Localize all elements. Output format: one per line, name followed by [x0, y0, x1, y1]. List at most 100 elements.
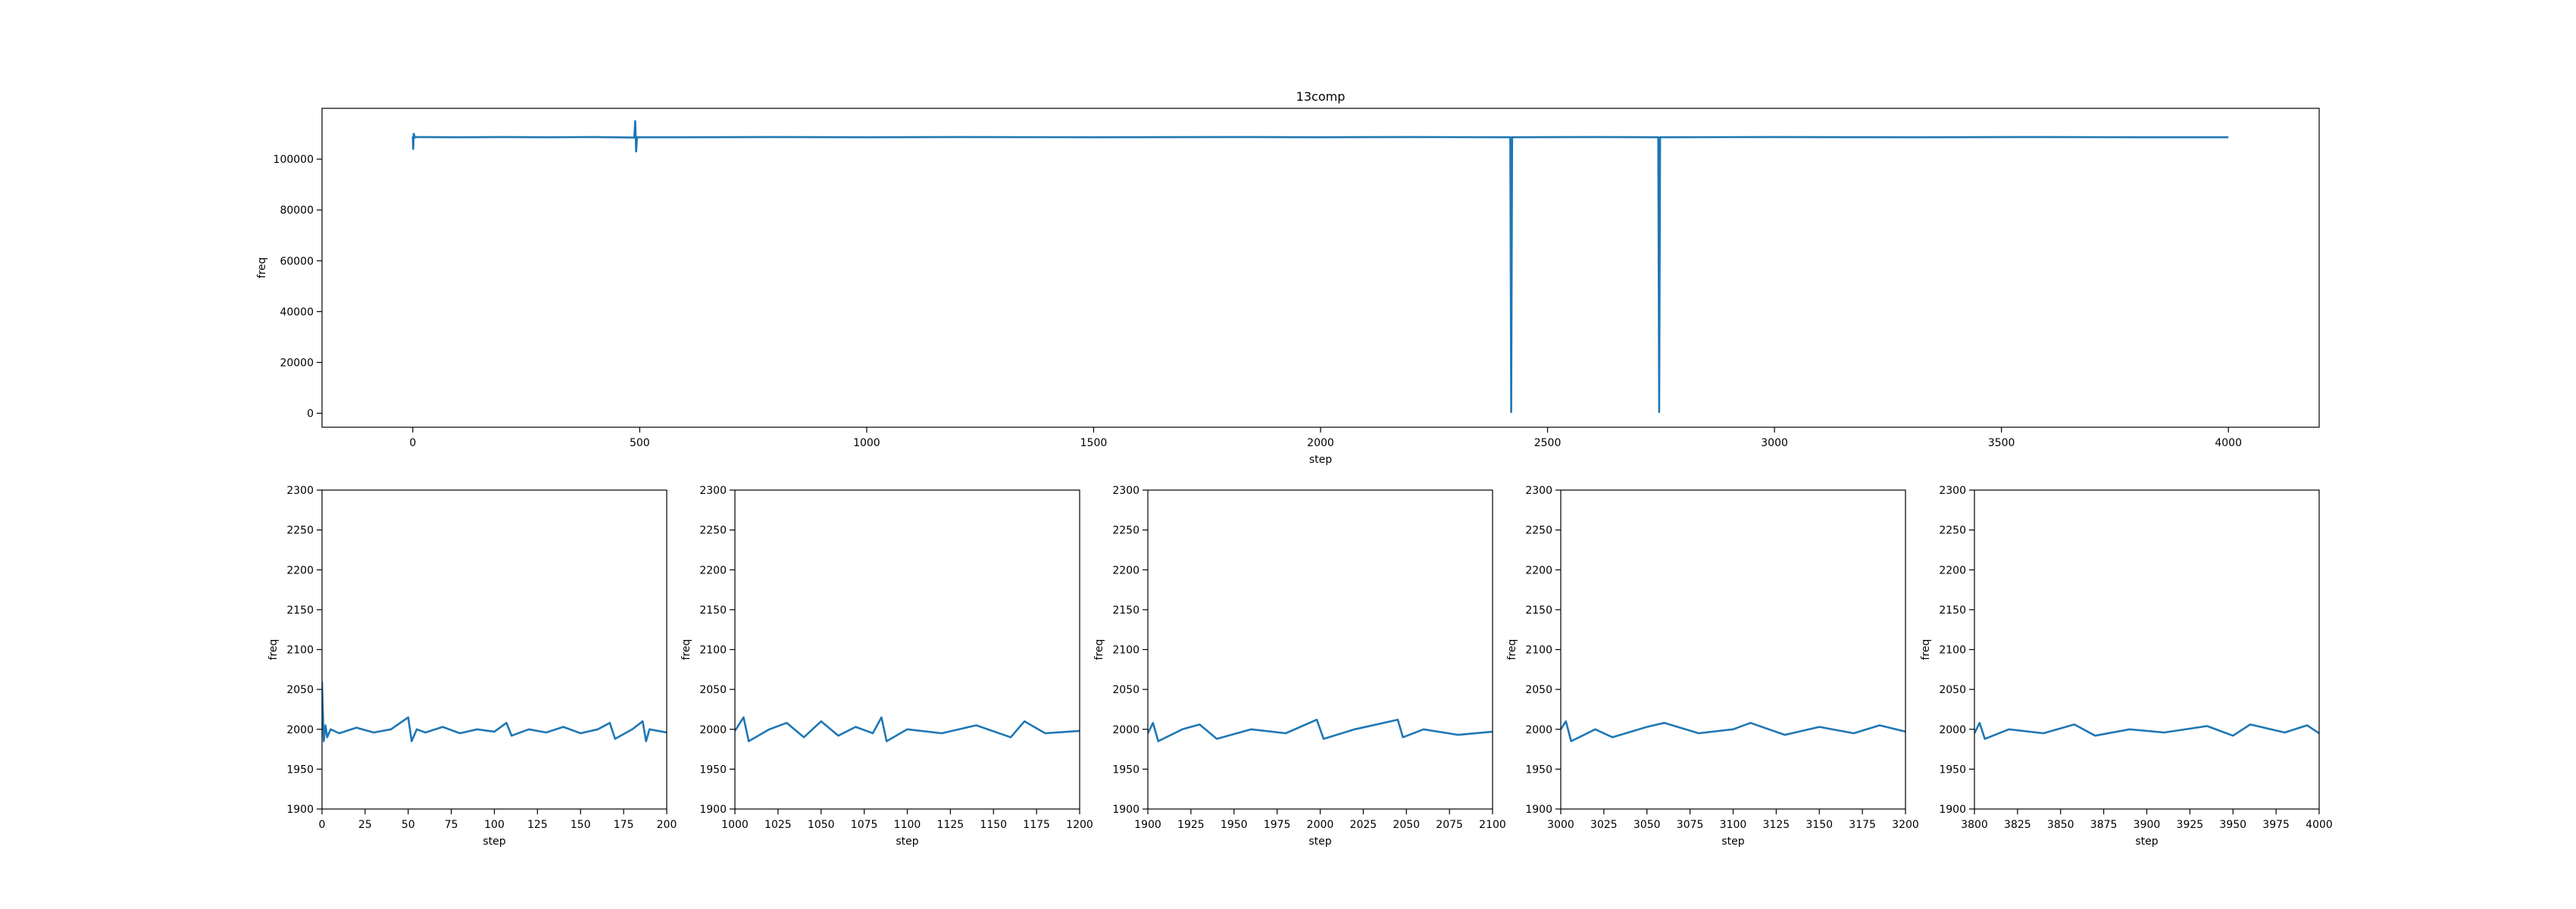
x-tick-label: 1100 [894, 819, 921, 831]
y-tick-label: 1950 [1939, 764, 1966, 776]
x-tick-label: 2050 [1393, 819, 1420, 831]
y-tick-label: 2300 [699, 485, 727, 497]
x-axis-label: step [896, 836, 918, 848]
x-tick-label: 2000 [1307, 437, 1334, 449]
y-tick-label: 2200 [1525, 564, 1552, 576]
x-tick-label: 25 [358, 819, 372, 831]
chart-zoom-3000-3200: 3000 3025 3050 3075 3100 3125 3150 3175 3200 1900… [1506, 485, 1919, 848]
x-tick-label: 3200 [1892, 819, 1919, 831]
y-tick-label: 2300 [1112, 485, 1140, 497]
y-tick-label: 2150 [1939, 604, 1966, 617]
x-tick-label: 2075 [1436, 819, 1463, 831]
y-tick-label: 2100 [1525, 645, 1552, 657]
x-tick-label: 3875 [2090, 819, 2118, 831]
series-line [1561, 720, 1905, 742]
y-tick-label: 2150 [1525, 604, 1552, 617]
y-tick-label: 1900 [286, 804, 314, 816]
y-tick-label: 2300 [1939, 485, 1966, 497]
y-tick-label: 2100 [1112, 645, 1140, 657]
y-tick-label: 80000 [280, 205, 314, 217]
chart-zoom-0-200: 0 25 50 75 100 125 150 175 200 1900 1950 2000 2050 21… [267, 485, 677, 848]
x-axis-label: step [483, 836, 505, 848]
x-tick-label: 1000 [721, 819, 749, 831]
y-axis-label: freq [256, 258, 268, 279]
x-tick-label: 1000 [853, 437, 880, 449]
x-tick-label: 1950 [1221, 819, 1248, 831]
series-line [411, 120, 2229, 414]
axes-frame [1147, 489, 1493, 810]
y-axis-label: freq [1506, 639, 1518, 661]
series-line [1974, 721, 2319, 740]
x-tick-label: 3125 [1763, 819, 1790, 831]
x-tick-label: 50 [402, 819, 415, 831]
x-tick-label: 1900 [1134, 819, 1161, 831]
x-tick-label: 1125 [937, 819, 964, 831]
x-tick-label: 4000 [2215, 437, 2242, 449]
x-tick-label: 2100 [1479, 819, 1506, 831]
x-tick-label: 4000 [2306, 819, 2333, 831]
y-tick-label: 1950 [1112, 764, 1140, 776]
y-axis-label: freq [1920, 639, 1932, 661]
y-tick-label: 2250 [1525, 525, 1552, 537]
x-tick-label: 3025 [1590, 819, 1618, 831]
y-tick-label: 2200 [1939, 564, 1966, 576]
series-line [1148, 718, 1493, 742]
x-tick-label: 1200 [1066, 819, 1093, 831]
y-tick-label: 2000 [1112, 724, 1140, 736]
x-tick-label: 3800 [1961, 819, 1988, 831]
y-tick-label: 2250 [286, 525, 314, 537]
y-tick-label: 2050 [1112, 684, 1140, 696]
x-tick-label: 1150 [980, 819, 1007, 831]
x-tick-label: 3100 [1720, 819, 1747, 831]
y-tick-label: 40000 [280, 306, 314, 318]
x-tick-label: 3050 [1633, 819, 1661, 831]
y-tick-label: 2300 [1525, 485, 1552, 497]
chart-zoom-1000-1200: 1000 1025 1050 1075 1100 1125 1150 1175 1200 1900… [680, 485, 1093, 848]
y-tick-label: 2050 [286, 684, 314, 696]
y-tick-label: 2000 [286, 724, 314, 736]
x-tick-label: 3925 [2177, 819, 2204, 831]
y-tick-label: 2000 [1525, 724, 1552, 736]
x-tick-label: 2025 [1350, 819, 1377, 831]
x-tick-label: 3950 [2219, 819, 2246, 831]
x-tick-label: 1175 [1023, 819, 1050, 831]
x-tick-label: 2500 [1534, 437, 1562, 449]
x-tick-label: 3500 [1988, 437, 2015, 449]
x-tick-label: 1050 [808, 819, 835, 831]
y-tick-label: 2150 [286, 604, 314, 617]
chart-zoom-1900-2100: 1900 1925 1950 1975 2000 2025 2050 2075 2100 1900… [1093, 485, 1506, 848]
x-axis-label: step [1309, 454, 1332, 466]
axes-frame [321, 489, 667, 810]
y-tick-label: 2250 [1112, 525, 1140, 537]
x-tick-label: 3825 [2004, 819, 2031, 831]
x-tick-label: 1500 [1080, 437, 1108, 449]
chart-zoom-3800-4000: 3800 3825 3850 3875 3900 3925 3950 3975 4000 1900… [1920, 485, 2333, 848]
y-axis-label: freq [1093, 639, 1105, 661]
x-tick-label: 3000 [1761, 437, 1788, 449]
x-tick-label: 1075 [851, 819, 878, 831]
x-tick-label: 3075 [1677, 819, 1704, 831]
y-tick-label: 2100 [1939, 645, 1966, 657]
x-tick-label: 3175 [1849, 819, 1876, 831]
y-tick-label: 2000 [1939, 724, 1966, 736]
y-tick-label: 100000 [274, 154, 314, 166]
y-tick-label: 0 [307, 408, 314, 420]
x-tick-label: 1925 [1177, 819, 1205, 831]
x-tick-label: 125 [527, 819, 548, 831]
y-tick-label: 2100 [699, 645, 727, 657]
y-tick-label: 1900 [699, 804, 727, 816]
y-tick-label: 2200 [1112, 564, 1140, 576]
y-tick-label: 2050 [699, 684, 727, 696]
y-tick-label: 2150 [1112, 604, 1140, 617]
x-tick-label: 100 [484, 819, 505, 831]
axes-frame [1974, 489, 2320, 810]
y-axis-label: freq [680, 639, 692, 661]
x-tick-label: 1975 [1264, 819, 1291, 831]
y-tick-label: 2050 [1939, 684, 1966, 696]
y-tick-label: 1900 [1112, 804, 1140, 816]
y-tick-label: 2250 [699, 525, 727, 537]
y-tick-label: 2250 [1939, 525, 1966, 537]
y-tick-label: 2150 [699, 604, 727, 617]
